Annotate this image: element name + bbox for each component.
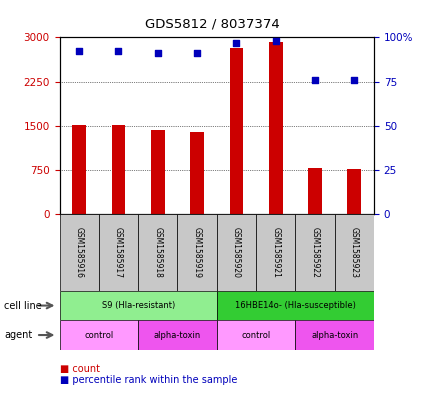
Bar xyxy=(217,291,374,320)
Point xyxy=(272,38,279,44)
Text: GSM1585920: GSM1585920 xyxy=(232,227,241,278)
Text: S9 (Hla-resistant): S9 (Hla-resistant) xyxy=(102,301,175,310)
Bar xyxy=(138,214,178,291)
Text: GSM1585923: GSM1585923 xyxy=(350,227,359,278)
Text: ■ percentile rank within the sample: ■ percentile rank within the sample xyxy=(60,375,237,385)
Text: GSM1585921: GSM1585921 xyxy=(271,227,280,278)
Text: GSM1585917: GSM1585917 xyxy=(114,227,123,278)
Bar xyxy=(190,132,204,214)
Point xyxy=(115,48,122,55)
Text: GSM1585916: GSM1585916 xyxy=(75,227,84,278)
Bar xyxy=(230,48,243,214)
Point xyxy=(154,50,161,56)
Bar xyxy=(60,214,99,291)
Bar xyxy=(99,214,138,291)
Bar xyxy=(295,320,374,350)
Text: GDS5812 / 8037374: GDS5812 / 8037374 xyxy=(145,18,280,31)
Bar xyxy=(217,214,256,291)
Point xyxy=(312,77,318,83)
Bar xyxy=(60,320,138,350)
Bar xyxy=(348,169,361,214)
Point xyxy=(194,50,201,56)
Text: cell line: cell line xyxy=(4,301,42,310)
Bar xyxy=(269,42,283,214)
Bar xyxy=(295,214,335,291)
Text: alpha-toxin: alpha-toxin xyxy=(311,331,358,340)
Bar xyxy=(138,320,217,350)
Text: GSM1585918: GSM1585918 xyxy=(153,227,162,278)
Text: control: control xyxy=(241,331,271,340)
Point xyxy=(76,48,82,55)
Bar xyxy=(72,125,86,214)
Bar xyxy=(178,214,217,291)
Text: control: control xyxy=(84,331,113,340)
Bar xyxy=(60,291,217,320)
Point xyxy=(233,39,240,46)
Bar xyxy=(112,125,125,214)
Text: GSM1585922: GSM1585922 xyxy=(311,227,320,278)
Point xyxy=(351,77,358,83)
Bar xyxy=(256,214,295,291)
Text: ■ count: ■ count xyxy=(60,364,99,373)
Text: 16HBE14o- (Hla-susceptible): 16HBE14o- (Hla-susceptible) xyxy=(235,301,356,310)
Bar xyxy=(308,168,322,214)
Bar xyxy=(151,130,164,214)
Text: alpha-toxin: alpha-toxin xyxy=(154,331,201,340)
Bar xyxy=(217,320,295,350)
Bar xyxy=(335,214,374,291)
Text: agent: agent xyxy=(4,330,32,340)
Text: GSM1585919: GSM1585919 xyxy=(193,227,201,278)
